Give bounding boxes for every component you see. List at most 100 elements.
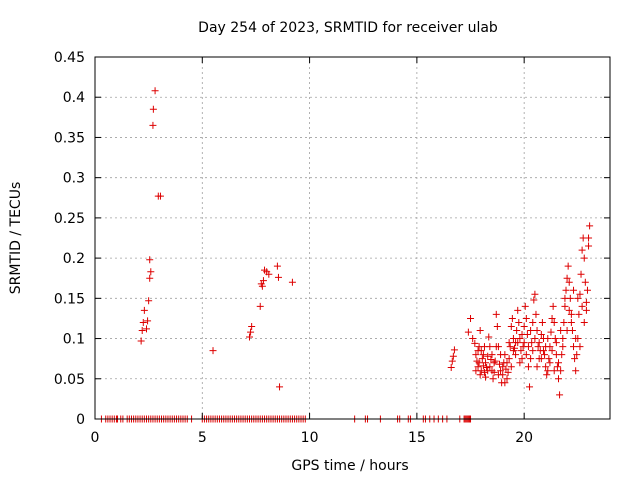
data-point [532, 310, 540, 318]
data-point [551, 335, 559, 343]
y-tick-label: 0.05 [54, 372, 85, 388]
data-point [548, 347, 556, 355]
data-point [497, 367, 505, 375]
data-point [143, 325, 150, 333]
axis-ticks [94, 56, 610, 420]
data-point [586, 222, 594, 230]
data-point [533, 327, 541, 335]
data-point [517, 347, 525, 355]
data-point [482, 373, 490, 381]
data-point [449, 352, 457, 360]
data-point [499, 363, 507, 371]
data-point [556, 391, 564, 399]
y-tick-labels: 0 0.05 0.1 0.15 0.2 0.25 0.3 0.35 0.4 0.45 [54, 50, 85, 428]
data-point [563, 327, 571, 335]
data-point [149, 121, 157, 129]
data-point [486, 363, 494, 371]
x-tick-label: 20 [515, 430, 533, 446]
data-point [585, 234, 593, 242]
data-point [527, 355, 535, 363]
x-tick-label: 15 [408, 430, 426, 446]
data-point [561, 294, 569, 302]
data-point [450, 346, 458, 354]
data-point [542, 363, 550, 371]
data-point [529, 347, 537, 355]
data-point [531, 290, 539, 298]
data-point [572, 335, 580, 343]
data-point [258, 282, 266, 290]
data-point [493, 322, 501, 330]
data-point [553, 363, 561, 371]
data-point [246, 333, 253, 341]
y-tick-label: 0.35 [54, 130, 85, 146]
data-point [492, 310, 500, 318]
y-tick-label: 0.45 [54, 50, 85, 66]
y-tick-label: 0.25 [54, 211, 85, 227]
data-point [571, 355, 579, 363]
data-point [512, 351, 520, 359]
data-point [145, 297, 153, 305]
grid-layer [95, 57, 610, 419]
data-point [497, 351, 505, 359]
data-point [565, 306, 573, 314]
data-point [574, 294, 582, 302]
x-tick-label: 5 [198, 430, 207, 446]
data-point [573, 351, 581, 359]
data-point [489, 375, 497, 383]
data-point [147, 268, 155, 276]
data-point [555, 375, 562, 383]
data-point [552, 339, 560, 347]
data-point [518, 355, 526, 363]
data-point [545, 355, 553, 363]
data-point [474, 347, 482, 355]
data-point [247, 328, 255, 336]
data-point [140, 306, 148, 314]
data-point [528, 339, 536, 347]
data-point [483, 364, 491, 372]
data-point [542, 343, 550, 351]
data-point [559, 343, 567, 351]
data-point [585, 242, 593, 250]
data-point [492, 343, 500, 351]
data-point [557, 367, 565, 375]
data-point [479, 351, 487, 359]
data-point [485, 333, 493, 341]
data-point [487, 355, 495, 363]
data-point [146, 256, 154, 264]
y-tick-label: 0.15 [54, 291, 85, 307]
data-point [276, 383, 284, 391]
data-point [534, 343, 542, 351]
data-point [508, 314, 516, 322]
data-point [570, 343, 578, 351]
data-point [537, 355, 545, 363]
data-point [467, 314, 475, 322]
data-point [548, 314, 556, 322]
data-point [575, 310, 583, 318]
data-point [549, 302, 557, 310]
data-point [518, 331, 526, 339]
data-point [509, 347, 517, 355]
y-tick-label: 0.3 [63, 171, 85, 187]
data-point [550, 367, 558, 375]
data-point [526, 383, 534, 391]
data-point [209, 347, 217, 355]
data-point [478, 355, 486, 363]
data-point [562, 286, 570, 294]
data-point [580, 254, 588, 262]
data-point [471, 339, 479, 347]
data-point [480, 343, 488, 351]
y-tick-label: 0.4 [63, 90, 85, 106]
data-point [447, 364, 455, 372]
data-point [501, 379, 509, 387]
data-point [273, 262, 281, 270]
chart-title: Day 254 of 2023, SRMTID for receiver ula… [198, 20, 498, 36]
data-point [527, 327, 535, 335]
data-point [464, 328, 472, 336]
data-point [469, 335, 477, 343]
data-point [520, 339, 528, 347]
data-point [146, 274, 154, 282]
data-point [506, 343, 514, 351]
data-point [476, 371, 484, 379]
data-point [151, 87, 159, 95]
